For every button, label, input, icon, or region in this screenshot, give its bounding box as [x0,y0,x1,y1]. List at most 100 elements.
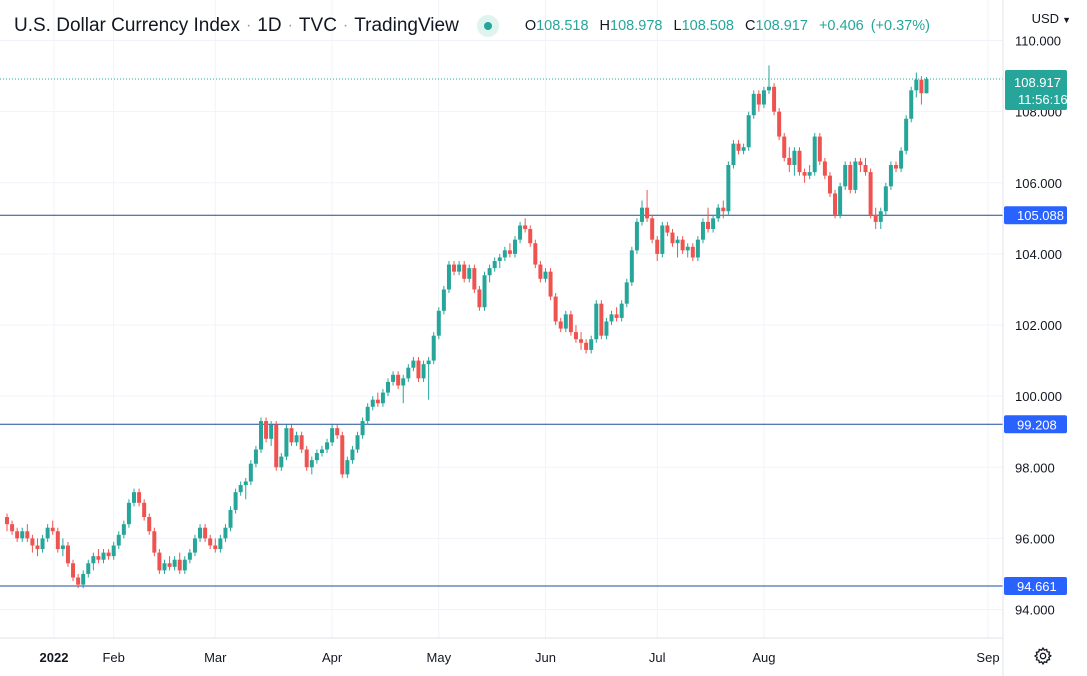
candle[interactable] [726,161,731,215]
candle[interactable] [619,300,624,322]
candle[interactable] [660,221,665,258]
candle[interactable] [137,488,142,507]
candle[interactable] [177,552,182,574]
candle[interactable] [822,157,827,180]
candle[interactable] [192,534,197,557]
candle[interactable] [492,257,497,272]
candle[interactable] [182,556,187,574]
candle[interactable] [253,445,258,468]
candle[interactable] [665,221,670,237]
candle[interactable] [457,261,462,276]
candle[interactable] [111,541,116,560]
candle[interactable] [782,132,787,162]
candle[interactable] [761,86,766,109]
candle[interactable] [50,520,55,535]
candle[interactable] [142,499,147,521]
candle[interactable] [711,214,716,233]
candle[interactable] [35,538,40,557]
candle[interactable] [792,147,797,176]
candle[interactable] [858,157,863,173]
symbol-name[interactable]: U.S. Dollar Currency Index [14,15,240,36]
candle[interactable] [340,431,345,478]
candle[interactable] [411,357,416,372]
candle[interactable] [629,246,634,286]
candle[interactable] [914,72,919,98]
candle[interactable] [96,549,101,564]
candle[interactable] [147,513,152,535]
candle[interactable] [431,332,436,365]
candle[interactable] [274,421,279,471]
candle[interactable] [81,570,86,589]
candle[interactable] [330,424,335,446]
candle[interactable] [477,285,482,311]
candle[interactable] [223,524,228,542]
candle[interactable] [284,424,289,461]
candle[interactable] [65,541,70,567]
candle[interactable] [670,229,675,247]
candle[interactable] [350,445,355,464]
candle[interactable] [624,278,629,308]
candle[interactable] [55,527,60,553]
currency-selector[interactable]: USD ▼ [1032,11,1071,26]
candle[interactable] [706,207,711,233]
candle[interactable] [416,357,421,382]
candle[interactable] [675,236,680,258]
candle[interactable] [370,396,375,411]
candle[interactable] [868,168,873,219]
candle[interactable] [827,172,832,198]
candle[interactable] [904,115,909,155]
candle[interactable] [833,189,838,219]
candle[interactable] [71,559,76,582]
candle[interactable] [76,573,81,589]
candle[interactable] [497,253,502,269]
candle[interactable] [406,364,411,382]
candle[interactable] [807,165,812,180]
candle[interactable] [894,161,898,173]
candle[interactable] [614,307,619,322]
candle[interactable] [325,438,330,454]
candle[interactable] [116,531,121,550]
candle[interactable] [553,293,558,326]
candle[interactable] [30,534,35,553]
market-status-icon[interactable] [476,15,499,37]
candle[interactable] [863,157,868,176]
candle[interactable] [132,488,136,507]
candle[interactable] [233,488,238,514]
candle[interactable] [436,307,441,340]
candle[interactable] [462,261,467,283]
candle[interactable] [172,556,177,571]
candle[interactable] [345,456,350,478]
candle[interactable] [396,371,401,390]
interval[interactable]: 1D [257,15,282,36]
candle[interactable] [594,300,599,343]
candle[interactable] [848,161,853,194]
candle[interactable] [426,357,431,400]
candle[interactable] [5,513,9,532]
candle[interactable] [126,499,131,528]
candle[interactable] [25,524,30,542]
candle[interactable] [91,552,96,571]
candle[interactable] [279,453,284,471]
candle[interactable] [604,317,609,340]
candle[interactable] [203,524,208,542]
candle[interactable] [162,559,167,574]
candle[interactable] [446,261,451,294]
candle[interactable] [645,189,650,222]
candle[interactable] [584,339,589,354]
candle[interactable] [335,424,340,439]
candle[interactable] [121,520,126,539]
candle[interactable] [634,218,639,254]
candle[interactable] [380,389,385,407]
candle[interactable] [228,506,233,532]
candle[interactable] [208,534,213,550]
candle[interactable] [568,310,573,336]
candle[interactable] [812,132,817,176]
candle[interactable] [680,236,685,254]
candle[interactable] [198,524,203,542]
candle[interactable] [40,534,45,553]
candle[interactable] [309,456,314,475]
candle[interactable] [15,527,20,542]
candle[interactable] [543,268,548,283]
candle[interactable] [167,556,172,571]
candle[interactable] [883,182,888,215]
